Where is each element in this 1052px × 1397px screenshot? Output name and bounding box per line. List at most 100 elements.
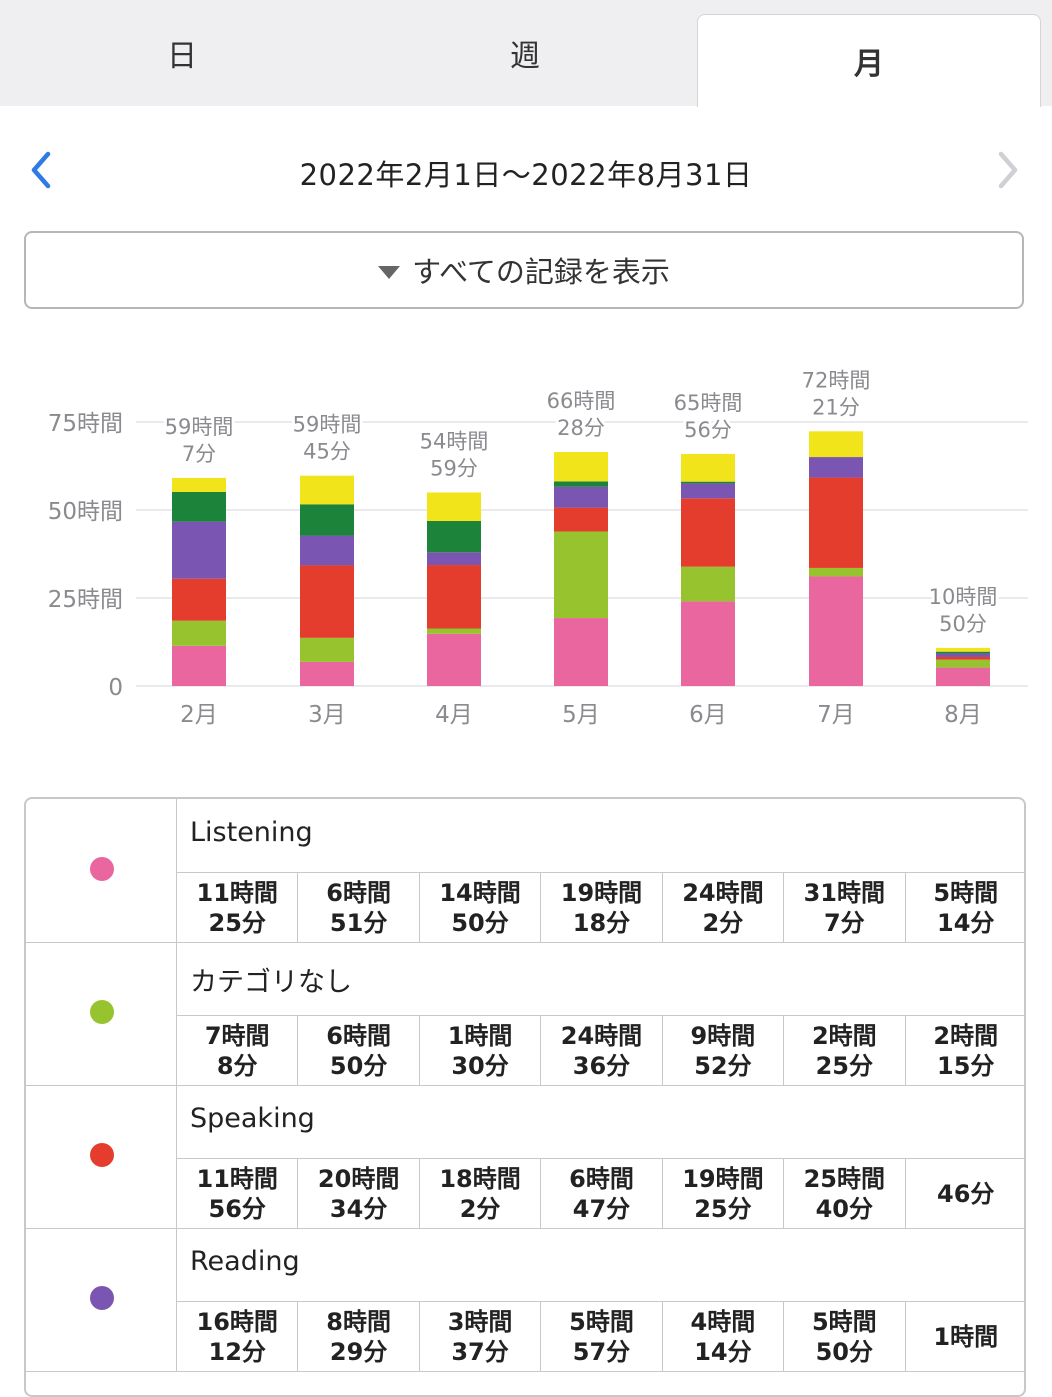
show-all-records-button[interactable]: すべての記録を表示	[24, 231, 1024, 309]
category-color-cell	[26, 942, 177, 1085]
duration-cell: 8時間 29分	[298, 1302, 420, 1372]
duration-text: 46分	[937, 1180, 995, 1208]
duration-text: 20時間	[317, 1165, 400, 1193]
duration-cell: 31時間 7分	[784, 873, 906, 943]
bar-segment	[172, 521, 226, 579]
bar-segment	[809, 576, 863, 686]
duration-cell: 11時間 56分	[177, 1159, 299, 1229]
bar-segment	[681, 498, 735, 567]
bar-total-label: 7分	[182, 442, 216, 466]
category-name: Listening	[190, 817, 313, 848]
duration-text: 24時間	[682, 879, 764, 907]
x-tick-label: 6月	[689, 702, 727, 728]
duration-cell: 11時間 25分	[177, 873, 299, 943]
duration-text: 47分	[572, 1195, 631, 1223]
duration-cell: 24時間 36分	[541, 1016, 663, 1086]
tab-month-label: 月	[854, 47, 884, 82]
category-row[interactable]: カテゴリなし 7時間 8分 6時間 50分 1時間 30分 24時間 36分 9時間 52分 2時間 2…	[26, 942, 1024, 1086]
bar-segment	[172, 477, 226, 492]
duration-text: 57分	[572, 1338, 631, 1366]
duration-text: 16時間	[196, 1308, 278, 1336]
category-row[interactable]: Speaking 11時間 56分 20時間 34分 18時間 2分 6時間 47分 19時間 25…	[26, 1085, 1024, 1229]
monthly-stacked-bar-chart: 0 25時間 50時間 75時間 59時間 7分 2月 59時間 45分 3月 54時間 59分 4月 6…	[48, 365, 1028, 728]
category-row[interactable]: Listening 11時間 25分 6時間 51分 14時間 50分 19時間 18分 24時間…	[26, 799, 1024, 943]
bar-segment	[427, 520, 481, 553]
category-color-dot-icon	[90, 1000, 114, 1024]
category-color-dot-icon	[90, 1286, 114, 1310]
bar-segment	[172, 578, 226, 621]
bar-segment	[936, 647, 990, 652]
bar-segment	[936, 651, 990, 654]
tab-day[interactable]: 日	[0, 0, 364, 106]
category-name: カテゴリなし	[190, 967, 352, 998]
duration-cell: 7時間 8分	[177, 1016, 299, 1086]
next-period-button[interactable]	[995, 150, 1021, 194]
duration-text: 5時間	[933, 879, 999, 907]
duration-text: 36分	[572, 1052, 631, 1080]
bar-segment	[554, 507, 608, 532]
tab-week-label: 週	[510, 39, 540, 74]
category-color-cell	[26, 799, 177, 942]
prev-period-button[interactable]	[28, 150, 54, 194]
bar-segment	[172, 645, 226, 686]
bar-segment	[554, 452, 608, 482]
bar-total-label: 10時間	[929, 585, 998, 609]
duration-cell: 19時間 18分	[541, 873, 663, 943]
duration-text: 40分	[815, 1195, 874, 1223]
bar-segment	[681, 566, 735, 602]
category-name: Reading	[190, 1246, 300, 1277]
y-tick-label: 75時間	[48, 411, 123, 437]
duration-text: 14時間	[439, 879, 521, 907]
bar-total-label: 65時間	[674, 391, 743, 415]
duration-cell: 20時間 34分	[298, 1159, 420, 1229]
monthly-duration-cells: 11時間 56分 20時間 34分 18時間 2分 6時間 47分 19時間 25分 25時間 40分…	[177, 1158, 1024, 1229]
duration-text: 7時間	[204, 1022, 270, 1050]
duration-text: 50分	[815, 1338, 874, 1366]
duration-cell: 16時間 12分	[177, 1302, 299, 1372]
tab-month[interactable]: 月	[697, 14, 1041, 107]
bar-segment	[172, 491, 226, 522]
category-color-dot-icon	[90, 1143, 114, 1167]
duration-text: 2分	[702, 909, 744, 937]
x-tick-label: 2月	[180, 702, 218, 728]
duration-text: 7分	[823, 909, 865, 937]
category-color-dot-icon	[90, 857, 114, 881]
duration-text: 6時間	[569, 1165, 634, 1193]
bar-segment	[300, 535, 354, 566]
bar-segment	[427, 492, 481, 521]
category-color-cell	[26, 1085, 177, 1228]
bar-total-label: 50分	[939, 612, 987, 636]
bar-segment	[809, 431, 863, 458]
triangle-down-icon	[378, 265, 401, 279]
duration-cell: 5時間 57分	[541, 1302, 663, 1372]
duration-cell: 3時間 37分	[420, 1302, 542, 1372]
category-breakdown-table: Listening 11時間 25分 6時間 51分 14時間 50分 19時間 18分 24時間…	[24, 797, 1026, 1397]
duration-cell: 4時間 14分	[663, 1302, 785, 1372]
y-tick-label: 0	[108, 675, 123, 701]
x-tick-label: 7月	[817, 702, 855, 728]
bar-segment	[300, 661, 354, 686]
tab-week[interactable]: 週	[350, 0, 700, 106]
category-row[interactable]: Reading 16時間 12分 8時間 29分 3時間 37分 5時間 57分 4時間 14分 5時…	[26, 1228, 1024, 1372]
monthly-duration-cells: 11時間 25分 6時間 51分 14時間 50分 19時間 18分 24時間 2分 31時間 7分 5…	[177, 872, 1024, 943]
bar-segment	[427, 552, 481, 566]
bar-segment	[300, 565, 354, 638]
duration-cell: 2時間 25分	[784, 1016, 906, 1086]
duration-text: 14分	[694, 1338, 752, 1366]
x-tick-label: 4月	[435, 702, 473, 728]
duration-text: 34分	[329, 1195, 388, 1223]
duration-cell: 2時間 15分	[906, 1016, 1024, 1086]
y-tick-label: 25時間	[48, 587, 123, 613]
duration-text: 14分	[937, 909, 995, 937]
duration-cell: 6時間 51分	[298, 873, 420, 943]
bar-segment	[809, 477, 863, 568]
bar-segment	[300, 637, 354, 662]
duration-text: 6時間	[326, 1022, 391, 1050]
bar-segment	[172, 620, 226, 646]
bar-segment	[427, 628, 481, 634]
bar-total-label: 66時間	[547, 389, 616, 413]
duration-text: 2分	[459, 1195, 501, 1223]
duration-text: 37分	[451, 1338, 509, 1366]
bar-segment	[554, 481, 608, 487]
duration-text: 51分	[329, 909, 388, 937]
